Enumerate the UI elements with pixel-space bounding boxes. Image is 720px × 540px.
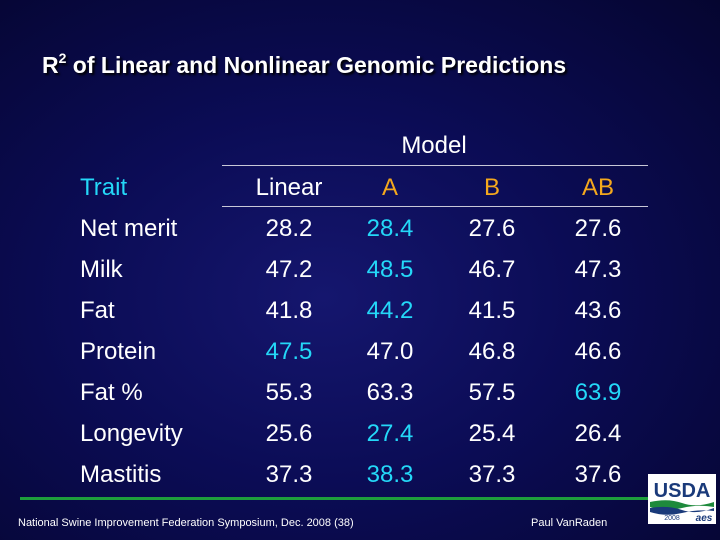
b-cell: 37.3 [468, 461, 516, 488]
trait-cell: Protein [80, 338, 157, 365]
footer-source: National Swine Improvement Federation Sy… [18, 517, 354, 529]
trait-cell: Fat [80, 297, 115, 324]
ab-cell: 46.6 [574, 338, 622, 365]
linear-cell: 47.5 [265, 338, 313, 365]
b-cell: 41.5 [468, 297, 516, 324]
b-cell: 25.4 [468, 420, 516, 447]
b-cell: 27.6 [468, 215, 516, 242]
b-cell: 46.8 [468, 338, 516, 365]
trait-cell: Net merit [80, 215, 178, 242]
trait-cell: Mastitis [80, 461, 162, 488]
b-cell: 57.5 [468, 379, 516, 406]
linear-cell: 28.2 [265, 215, 313, 242]
header-rule-top [222, 165, 648, 166]
linear-cell: 55.3 [265, 379, 313, 406]
ab-cell: 63.9 [574, 379, 622, 406]
a-cell: 63.3 [366, 379, 414, 406]
header-trait: Trait [80, 174, 128, 201]
usda-wordmark: USDA [654, 480, 711, 502]
usda-wave-icon [650, 506, 714, 515]
a-cell: 47.0 [366, 338, 414, 365]
title-rest: of Linear and Nonlinear Genomic Predicti… [66, 52, 567, 78]
trait-cell: Longevity [80, 420, 183, 447]
a-cell: 48.5 [366, 256, 414, 283]
a-cell: 38.3 [366, 461, 414, 488]
linear-cell: 25.6 [265, 420, 313, 447]
logo-year: 2008 [664, 515, 680, 522]
linear-cell: 37.3 [265, 461, 313, 488]
linear-cell: 41.8 [265, 297, 313, 324]
a-cell: 27.4 [366, 420, 414, 447]
ab-cell: 26.4 [574, 420, 622, 447]
logo-aes: aes [696, 513, 713, 524]
header-rule-bottom [222, 206, 648, 207]
ab-cell: 47.3 [574, 256, 622, 283]
header-b: B [483, 174, 500, 201]
ab-cell: 27.6 [574, 215, 622, 242]
ab-cell: 43.6 [574, 297, 622, 324]
model-group-header: Model [401, 132, 467, 159]
linear-cell: 47.2 [265, 256, 313, 283]
header-ab: AB [581, 174, 614, 201]
header-linear: Linear [255, 174, 323, 201]
ab-cell: 37.6 [574, 461, 622, 488]
title-superscript: 2 [58, 50, 67, 66]
a-cell: 28.4 [366, 215, 414, 242]
a-cell: 44.2 [366, 297, 414, 324]
title-main: R [42, 52, 59, 78]
slide-title: R2 of Linear and Nonlinear Genomic Predi… [42, 50, 702, 79]
header-a: A [381, 174, 398, 201]
footer-author: Paul VanRaden [531, 517, 608, 529]
usda-logo: USDA 2008 aes [648, 474, 716, 524]
footer-divider [20, 497, 648, 500]
b-cell: 46.7 [468, 256, 516, 283]
trait-cell: Fat % [80, 379, 143, 406]
trait-cell: Milk [80, 256, 123, 283]
